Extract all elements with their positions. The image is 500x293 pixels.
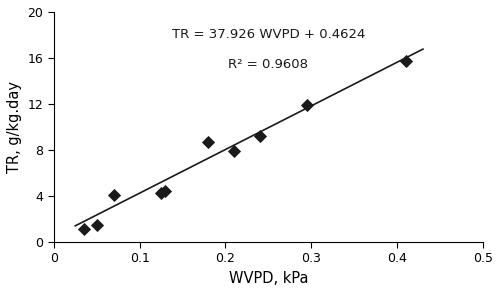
Point bbox=[92, 222, 100, 227]
Text: R² = 0.9608: R² = 0.9608 bbox=[228, 58, 308, 71]
Point bbox=[256, 134, 264, 139]
Point bbox=[157, 190, 165, 195]
Point bbox=[303, 103, 311, 108]
Point bbox=[230, 149, 238, 154]
Text: TR = 37.926 WVPD + 0.4624: TR = 37.926 WVPD + 0.4624 bbox=[172, 28, 365, 41]
Y-axis label: TR, g/kg.day: TR, g/kg.day bbox=[7, 81, 22, 173]
Point bbox=[204, 140, 212, 144]
Point bbox=[402, 59, 410, 64]
Point bbox=[162, 189, 170, 194]
Point bbox=[110, 193, 118, 197]
Point bbox=[80, 227, 88, 232]
X-axis label: WVPD, kPa: WVPD, kPa bbox=[228, 271, 308, 286]
